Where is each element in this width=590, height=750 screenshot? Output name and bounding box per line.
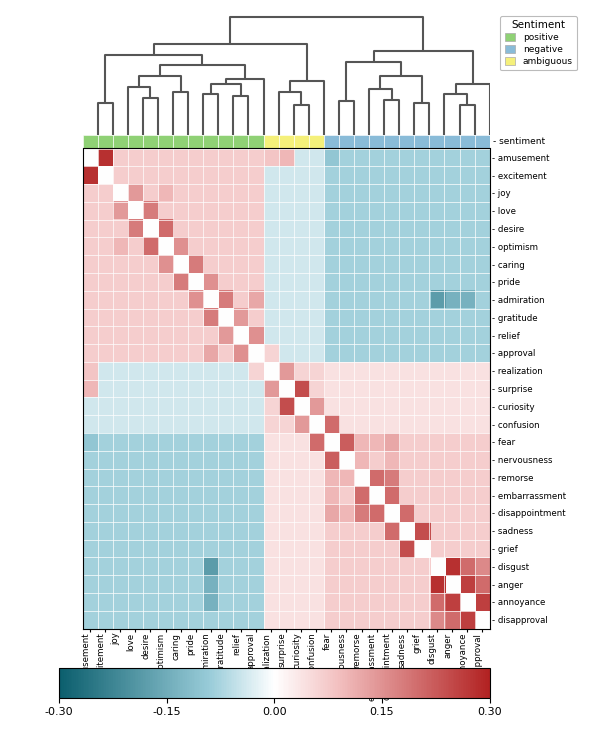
Bar	[324, 135, 339, 148]
Bar	[234, 135, 248, 148]
Bar	[294, 135, 309, 148]
Bar	[173, 135, 188, 148]
Bar	[278, 135, 294, 148]
Bar	[158, 135, 173, 148]
Bar	[264, 135, 278, 148]
Bar	[369, 135, 384, 148]
Bar	[430, 135, 444, 148]
Bar	[113, 135, 128, 148]
Bar	[460, 135, 474, 148]
Bar	[248, 135, 264, 148]
Bar	[354, 135, 369, 148]
Bar	[309, 135, 324, 148]
Bar	[83, 135, 98, 148]
Bar	[414, 135, 430, 148]
Legend: positive, negative, ambiguous: positive, negative, ambiguous	[500, 16, 577, 70]
Bar	[188, 135, 203, 148]
Bar	[444, 135, 460, 148]
Text: - sentiment: - sentiment	[493, 137, 545, 146]
Bar	[339, 135, 354, 148]
Bar	[218, 135, 234, 148]
Bar	[474, 135, 490, 148]
Bar	[384, 135, 399, 148]
Bar	[128, 135, 143, 148]
Bar	[399, 135, 414, 148]
Bar	[143, 135, 158, 148]
Bar	[98, 135, 113, 148]
Bar	[203, 135, 218, 148]
